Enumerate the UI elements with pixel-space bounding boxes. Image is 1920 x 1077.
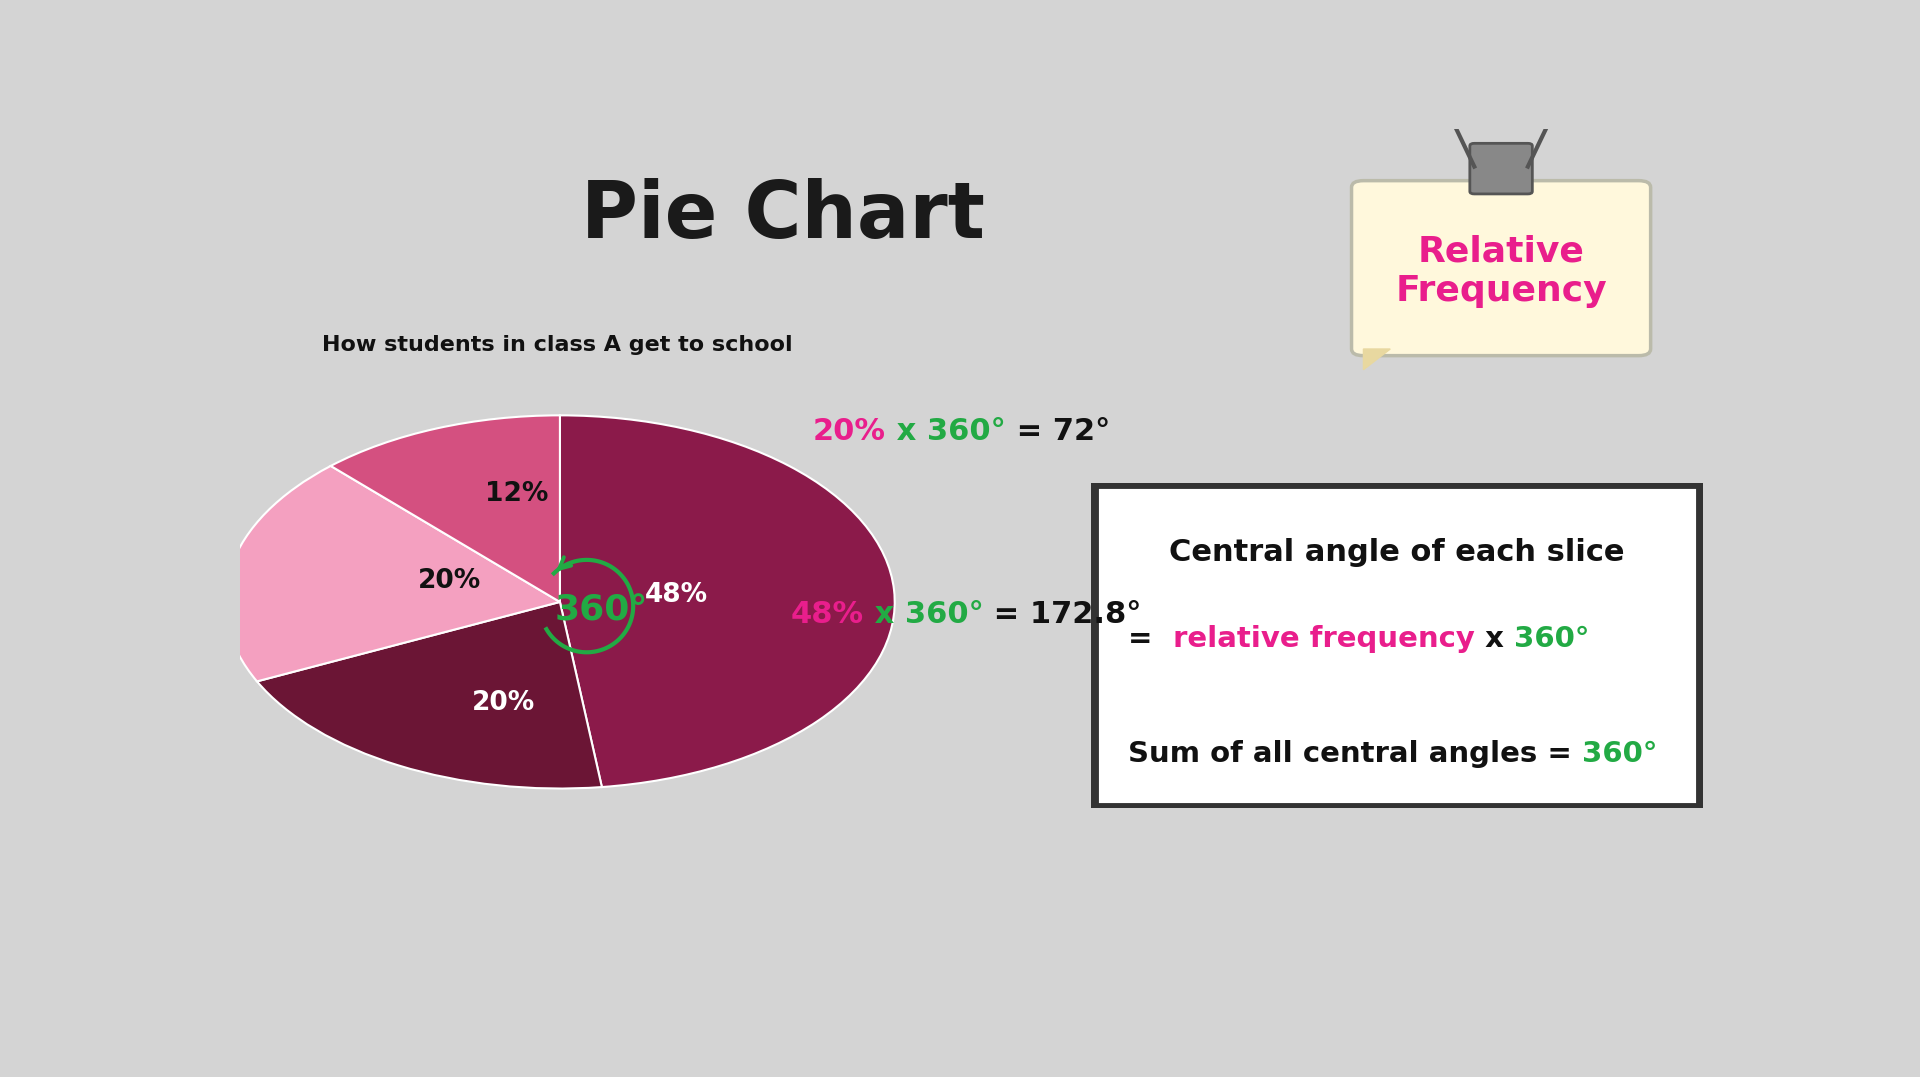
Wedge shape (257, 602, 601, 788)
FancyBboxPatch shape (1091, 484, 1703, 808)
Text: x: x (1475, 625, 1515, 653)
Wedge shape (330, 416, 561, 602)
Wedge shape (225, 466, 561, 682)
Text: 360°: 360° (927, 418, 1006, 447)
Text: relative frequency: relative frequency (1173, 625, 1475, 653)
Text: Central angle of each slice: Central angle of each slice (1169, 538, 1624, 568)
Text: 360°: 360° (904, 600, 983, 629)
Text: 48%: 48% (791, 600, 864, 629)
Text: x: x (885, 418, 927, 447)
Text: 48%: 48% (645, 582, 708, 607)
Text: 20%: 20% (472, 690, 536, 716)
Text: How students in class A get to school: How students in class A get to school (323, 335, 793, 354)
Wedge shape (561, 416, 895, 787)
Text: 360°: 360° (555, 593, 649, 627)
Text: 12%: 12% (486, 481, 549, 507)
Text: Relative
Frequency: Relative Frequency (1396, 235, 1607, 308)
Text: 20%: 20% (812, 418, 885, 447)
FancyBboxPatch shape (1352, 181, 1651, 355)
Polygon shape (1363, 349, 1390, 369)
Text: = 72°: = 72° (1006, 418, 1110, 447)
Text: 20%: 20% (419, 568, 480, 593)
Text: Pie Chart: Pie Chart (582, 179, 985, 254)
Text: x: x (864, 600, 904, 629)
Text: Sum of all central angles =: Sum of all central angles = (1129, 740, 1582, 768)
Text: 360°: 360° (1582, 740, 1657, 768)
Text: =: = (1129, 625, 1173, 653)
Text: = 172.8°: = 172.8° (983, 600, 1142, 629)
Text: 360°: 360° (1515, 625, 1590, 653)
FancyBboxPatch shape (1471, 143, 1532, 194)
FancyBboxPatch shape (1096, 486, 1697, 806)
